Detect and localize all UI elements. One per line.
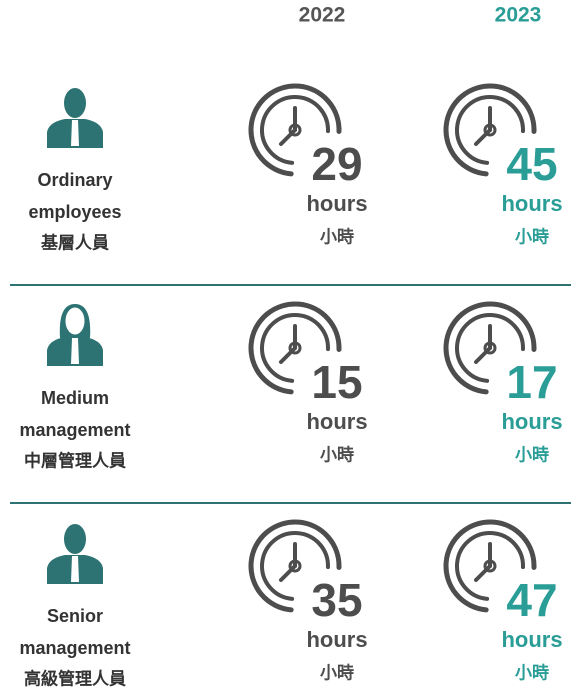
unit-en: hours [306,627,367,652]
clock-icon [443,301,537,395]
hours-value: 35 [311,574,362,626]
unit-zh: 小時 [320,662,354,682]
unit-en: hours [501,409,562,434]
clock-icon [443,519,537,613]
unit-en: hours [501,627,562,652]
clock-ring [443,83,537,177]
clock-center [288,123,302,137]
clock-center [483,559,497,573]
clock-ring [248,83,342,177]
unit-zh: 小時 [515,662,549,682]
tie [71,556,79,582]
column-header: 2022 [299,4,346,27]
clock-hand [279,128,297,146]
unit-en: hours [501,191,562,216]
unit-zh: 小時 [515,444,549,464]
hours-value: 45 [506,138,557,190]
clock-ring [454,95,525,165]
row-label: Medium [41,388,109,408]
tie [71,338,79,364]
row-label-zh: 中層管理人員 [24,450,126,470]
unit-zh: 小時 [515,226,549,246]
clock-icon [443,83,537,177]
unit-en: hours [306,191,367,216]
clock-hand [474,128,492,146]
unit-zh: 小時 [320,226,354,246]
clock-icon [248,83,342,177]
clock-center [483,341,497,355]
head [64,88,86,118]
clock-icon [248,301,342,395]
row-label: Senior [47,606,103,626]
row-label: management [19,420,130,440]
clock-ring [248,519,342,613]
clock-hand [474,346,492,364]
person-icon [47,88,103,148]
clock-ring [260,313,331,383]
unit-zh: 小時 [320,444,354,464]
row-label: management [19,638,130,658]
clock-icon [248,519,342,613]
hours-value: 15 [311,356,362,408]
clock-ring [443,519,537,613]
person-icon [47,304,103,366]
person-icon [47,524,103,584]
clock-ring [248,301,342,395]
column-header: 2023 [495,4,542,27]
row-label-zh: 基層人員 [40,232,109,252]
hours-value: 29 [311,138,362,190]
clock-center [483,123,497,137]
clock-center [288,341,302,355]
row-label: Ordinary [37,170,112,190]
clock-ring [443,301,537,395]
tie [71,120,79,146]
clock-hand [279,346,297,364]
row-label: employees [28,202,121,222]
hours-value: 17 [506,356,557,408]
clock-ring [455,313,525,383]
clock-ring [455,531,525,601]
clock-hand [474,564,492,582]
clock-center [288,559,302,573]
head [62,304,88,338]
clock-hand [279,564,297,582]
unit-en: hours [306,409,367,434]
hours-value: 47 [506,574,557,626]
row-label-zh: 高級管理人員 [24,668,126,688]
clock-ring [260,95,330,165]
clock-ring [260,531,330,601]
head [64,524,86,554]
